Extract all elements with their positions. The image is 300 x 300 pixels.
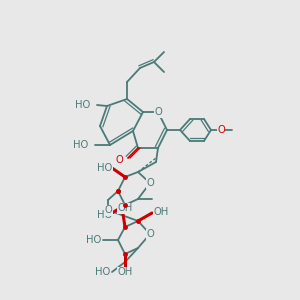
Text: O: O — [115, 155, 123, 165]
Text: HO: HO — [95, 267, 111, 277]
Text: O: O — [146, 178, 154, 188]
Text: HO: HO — [98, 210, 112, 220]
Text: HO: HO — [75, 100, 91, 110]
Text: O: O — [154, 107, 162, 117]
Text: OH: OH — [117, 203, 133, 213]
Text: HO: HO — [74, 140, 88, 150]
Text: OH: OH — [153, 207, 169, 217]
Text: O: O — [217, 125, 225, 135]
Text: O: O — [104, 205, 112, 215]
Text: HO: HO — [86, 235, 102, 245]
Text: HO: HO — [98, 163, 112, 173]
Text: OH: OH — [117, 267, 133, 277]
Text: O: O — [146, 229, 154, 239]
